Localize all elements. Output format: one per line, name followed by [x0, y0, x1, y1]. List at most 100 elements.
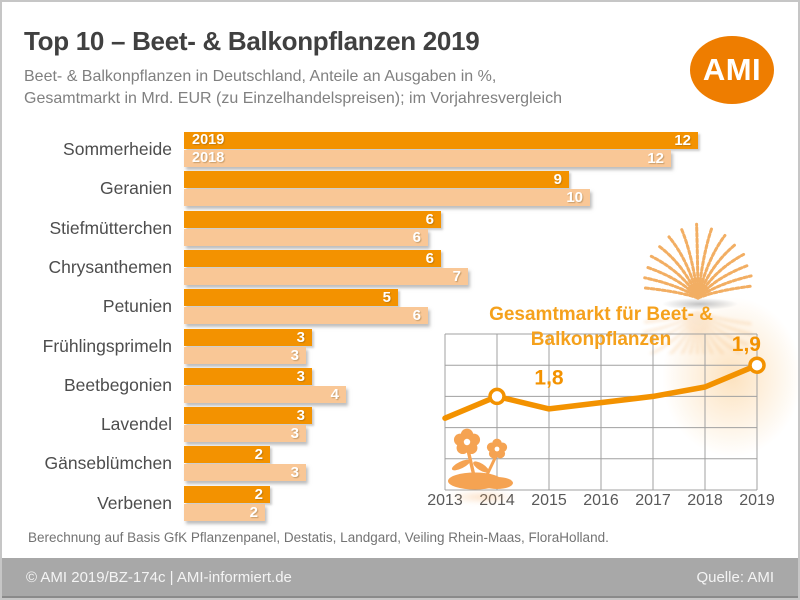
subtitle-line-1: Beet- & Balkonpflanzen in Deutschland, A… — [24, 68, 497, 85]
bar-pair: 2019 12 2018 12 — [184, 132, 698, 167]
bar-pair: 9 10 — [184, 171, 590, 207]
inset-title-line-1: Gesamtmarkt für Beet- & — [489, 304, 713, 325]
bar-pair: 6 6 — [184, 210, 441, 246]
bar-2019: 2 — [184, 485, 270, 503]
bar-value-2019: 5 — [382, 289, 391, 307]
flower-icon-reflection — [447, 490, 517, 504]
bar-row: Gänseblümchen 2 3 — [2, 446, 798, 482]
footer-source: Quelle: AMI — [696, 568, 774, 586]
x-tick-label: 2019 — [739, 492, 775, 509]
bar-value-2018: 3 — [290, 464, 299, 482]
bar-value-2018: 6 — [412, 307, 421, 325]
category-label: Verbenen — [97, 492, 172, 513]
category-label: Sommerheide — [63, 139, 172, 159]
bar-2019: 2 — [184, 446, 270, 464]
bar-2018: 6 — [184, 228, 428, 246]
category-label: Gänseblümchen — [44, 453, 172, 474]
bar-pair: 2 3 — [184, 446, 306, 482]
bar-pair: 3 3 — [184, 328, 312, 364]
bar-value-2019: 2 — [254, 446, 263, 464]
source-footnote: Berechnung auf Basis GfK Pflanzenpanel, … — [28, 530, 609, 545]
svg-text:1,8: 1,8 — [534, 366, 564, 389]
bar-pair: 5 6 — [184, 289, 428, 325]
series-label-2018: 2018 — [192, 150, 225, 166]
bar-value-2018: 7 — [452, 267, 461, 285]
bar-row: Beetbegonien 3 4 — [2, 367, 798, 404]
bar-value-2018: 6 — [412, 228, 421, 246]
category-label: Geranien — [100, 178, 172, 199]
category-label: Stiefmütterchen — [49, 217, 172, 238]
bar-2019: 2019 12 — [184, 132, 698, 149]
bar-pair: 2 2 — [184, 485, 270, 521]
bar-row: Stiefmütterchen 6 6 — [2, 210, 798, 247]
bar-2019: 3 — [184, 328, 312, 346]
x-tick-label: 2016 — [583, 492, 619, 509]
subtitle-line-2: Gesamtmarkt in Mrd. EUR (zu Einzelhandel… — [24, 90, 562, 107]
page-subtitle: Beet- & Balkonpflanzen in Deutschland, A… — [24, 66, 562, 110]
bar-2019: 3 — [184, 407, 312, 425]
x-tick-label: 2013 — [427, 492, 463, 509]
bar-value-2019: 6 — [425, 210, 434, 228]
bar-2019: 3 — [184, 367, 312, 385]
grass-plant-reflection — [622, 308, 774, 354]
bar-value-2018: 3 — [290, 425, 299, 443]
category-label: Beetbegonien — [63, 374, 172, 395]
inset-chart-title: Gesamtmarkt für Beet- & Balkonpflanzen — [405, 302, 797, 352]
x-tick-label: 2014 — [479, 492, 515, 509]
bar-value-2018: 3 — [290, 346, 299, 364]
bar-value-2019: 2 — [254, 485, 263, 503]
bar-2018: 3 — [184, 346, 306, 364]
bar-value-2019: 3 — [296, 367, 305, 385]
bar-value-2018: 12 — [647, 150, 664, 167]
bar-value-2019: 12 — [674, 132, 691, 149]
bar-value-2019: 6 — [425, 249, 434, 267]
bar-value-2018: 2 — [249, 503, 258, 521]
bar-pair: 3 3 — [184, 407, 312, 443]
total-market-inset-chart: Gesamtmarkt für Beet- & Balkonpflanzen 1… — [427, 300, 775, 514]
bar-value-2018: 10 — [566, 189, 583, 207]
bar-2019: 9 — [184, 171, 569, 189]
x-tick-label: 2015 — [531, 492, 567, 509]
bar-value-2019: 3 — [296, 328, 305, 346]
bar-2018: 2018 12 — [184, 150, 671, 167]
bar-value-2019: 9 — [553, 171, 562, 189]
bar-2018: 2 — [184, 503, 265, 521]
bar-2019: 6 — [184, 249, 441, 267]
svg-text:1,9: 1,9 — [732, 333, 761, 356]
line-chart-x-axis: 2013 2014 2015 2016 2017 2018 2019 — [427, 492, 775, 512]
bar-2019: 5 — [184, 289, 398, 307]
bar-row: Petunien 5 6 — [2, 289, 798, 325]
inset-title-line-2: Balkonpflanzen — [530, 329, 672, 350]
ami-logo: AMI — [690, 36, 774, 104]
bar-2018: 3 — [184, 464, 306, 482]
bar-2019: 6 — [184, 210, 441, 228]
flower-icon — [447, 424, 517, 490]
bar-chart: Sommerheide 2019 12 2018 12 Geranien 9 — [2, 132, 798, 527]
category-label: Frühlingsprimeln — [42, 335, 172, 356]
bar-2018: 7 — [184, 267, 468, 285]
footer-bar: © AMI 2019/BZ-174c | AMI-informiert.de Q… — [2, 558, 798, 596]
bar-2018: 6 — [184, 307, 428, 325]
bar-value-2019: 3 — [296, 407, 305, 425]
bar-row: Lavendel 3 3 — [2, 407, 798, 443]
line-chart-plot: 1,8 1,9 — [442, 333, 766, 491]
bar-2018: 3 — [184, 425, 306, 443]
bar-row: Sommerheide 2019 12 2018 12 — [2, 132, 798, 168]
bar-2018: 4 — [184, 385, 346, 403]
bar-pair: 6 7 — [184, 249, 468, 285]
bar-row: Chrysanthemen 6 7 — [2, 249, 798, 286]
bar-row: Verbenen 2 2 — [2, 485, 798, 522]
bar-row: Geranien 9 10 — [2, 171, 798, 207]
category-label: Petunien — [102, 296, 172, 317]
bar-value-2018: 4 — [330, 385, 339, 403]
bar-2018: 10 — [184, 189, 590, 207]
x-tick-label: 2017 — [635, 492, 671, 509]
series-label-2019: 2019 — [192, 132, 225, 148]
bar-pair: 3 4 — [184, 367, 346, 403]
bar-row: Frühlingsprimeln 3 3 — [2, 328, 798, 365]
category-label: Chrysanthemen — [48, 256, 172, 277]
x-tick-label: 2018 — [687, 492, 723, 509]
grass-plant-icon — [622, 182, 774, 310]
plant-shadow — [662, 298, 738, 310]
